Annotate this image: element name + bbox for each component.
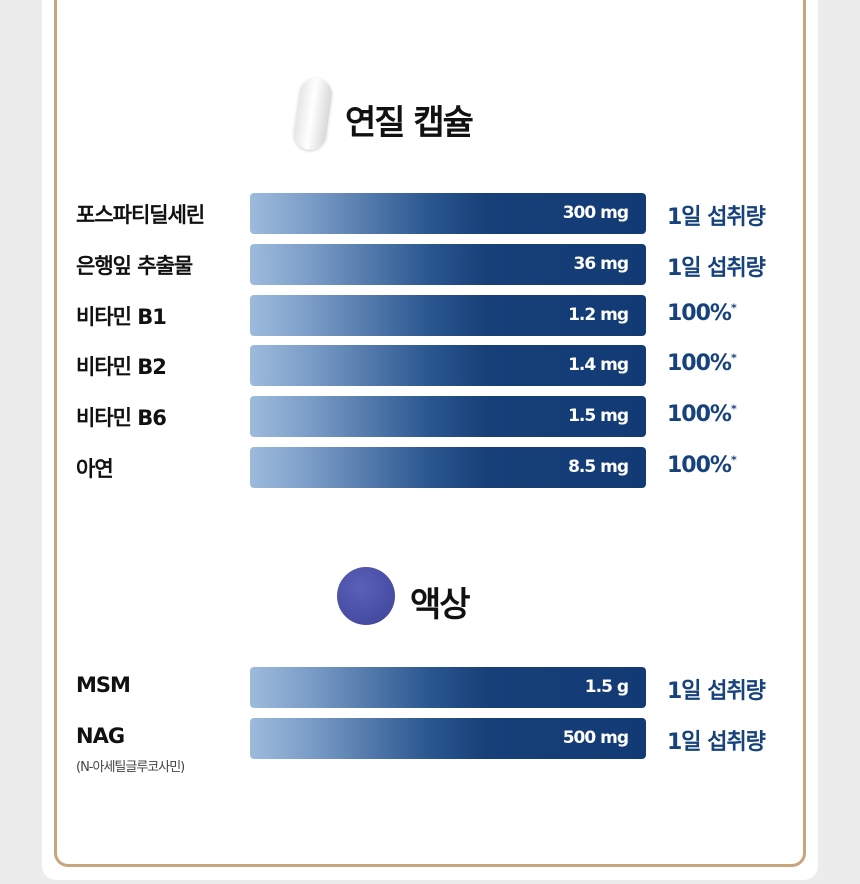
amount-bar: 1.4 mg [250,345,646,386]
amount-value: 36 mg [573,254,629,274]
ingredient-row: 은행잎 추출물 36 mg 1일 섭취량 [0,244,860,285]
ingredient-row: 비타민 B6 1.5 mg 100%* [0,396,860,437]
amount-bar: 1.5 mg [250,396,646,437]
amount-value: 300 mg [562,203,629,223]
ingredient-row: 포스파티딜세린 300 mg 1일 섭취량 [0,193,860,234]
intake-text: 100% [667,402,732,427]
intake-text: 1일 섭취량 [667,256,766,281]
amount-bar: 1.5 g [250,667,646,708]
ingredient-name: MSM [76,673,131,697]
footnote-mark: * [730,301,737,315]
amount-bar: 300 mg [250,193,646,234]
ingredient-name: NAG [76,724,125,748]
amount-value: 1.2 mg [568,305,629,325]
amount-value: 1.5 mg [568,406,629,426]
amount-bar: 1.2 mg [250,295,646,336]
amount-value: 1.5 g [584,677,629,697]
intake-label: 1일 섭취량 [667,724,766,756]
intake-label: 100%* [667,402,737,427]
footnote-mark: * [730,351,737,365]
intake-text: 100% [667,301,732,326]
ingredient-name: 비타민 B2 [76,355,167,379]
footnote-mark: * [730,402,737,416]
amount-bar: 500 mg [250,718,646,759]
intake-label: 1일 섭취량 [667,250,766,282]
amount-bar: 8.5 mg [250,447,646,488]
intake-label: 100%* [667,301,737,326]
ingredient-row: MSM 1.5 g 1일 섭취량 [0,667,860,708]
amount-bar: 36 mg [250,244,646,285]
intake-label: 100%* [667,351,737,376]
ingredient-name: 포스파티딜세린 [76,203,205,227]
intake-text: 1일 섭취량 [667,679,766,704]
ingredient-subname: (N-아세틸글루코사민) [76,760,185,775]
intake-text: 100% [667,453,732,478]
amount-value: 1.4 mg [568,355,629,375]
ingredient-row: 비타민 B1 1.2 mg 100%* [0,295,860,336]
intake-text: 100% [667,351,732,376]
ingredient-name: 아연 [76,457,114,481]
footnote-mark: * [730,453,737,467]
ingredient-row: 아연 8.5 mg 100%* [0,447,860,488]
ingredient-name: 비타민 B6 [76,406,167,430]
intake-label: 1일 섭취량 [667,199,766,231]
ingredient-row: NAG (N-아세틸글루코사민) 500 mg 1일 섭취량 [0,718,860,775]
intake-text: 1일 섭취량 [667,730,766,755]
liquid-drop-icon [337,567,395,625]
intake-label: 100%* [667,453,737,478]
intake-text: 1일 섭취량 [667,205,766,230]
liquid-section-title: 액상 [410,585,471,625]
amount-value: 8.5 mg [568,457,629,477]
amount-value: 500 mg [562,728,629,748]
ingredient-name: 은행잎 추출물 [76,254,193,278]
capsule-section-title: 연질 캡슐 [345,103,474,143]
intake-label: 1일 섭취량 [667,673,766,705]
ingredient-row: 비타민 B2 1.4 mg 100%* [0,345,860,386]
ingredient-name: 비타민 B1 [76,305,167,329]
